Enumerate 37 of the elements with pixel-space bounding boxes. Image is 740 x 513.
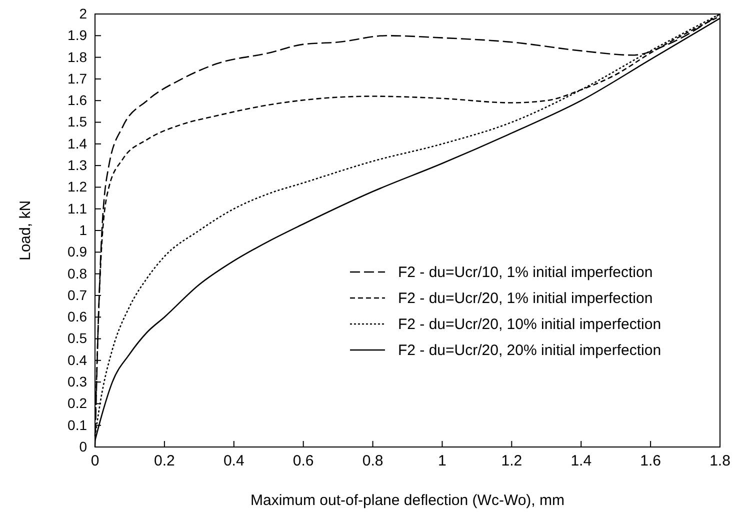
legend-label: F2 - du=Ucr/20, 20% initial imperfection — [398, 342, 662, 359]
y-tick-label: 1 — [79, 222, 88, 238]
x-tick-label: 0.6 — [292, 452, 314, 470]
y-tick-label: 0.3 — [68, 374, 88, 390]
x-tick-label: 0 — [90, 452, 100, 470]
legend-label: F2 - du=Ucr/10, 1% initial imperfection — [398, 264, 653, 281]
y-tick-label: 0.8 — [68, 265, 88, 282]
y-tick-label: 1.3 — [68, 157, 88, 174]
y-tick-label: 1.2 — [68, 178, 88, 195]
y-tick-label: 0.7 — [68, 286, 88, 303]
y-axis-title: Load, kN — [17, 200, 34, 261]
x-tick-label: 1.2 — [501, 452, 522, 470]
x-tick-label: 1.6 — [640, 452, 661, 470]
y-tick-label: 0.2 — [68, 395, 88, 412]
legend-label: F2 - du=Ucr/20, 10% initial imperfection — [398, 316, 662, 333]
y-tick-label: 0.6 — [68, 308, 88, 325]
y-tick-label: 2 — [79, 5, 88, 22]
y-tick-label: 0.9 — [68, 244, 88, 260]
x-tick-label: 0.2 — [154, 452, 175, 470]
x-axis-title: Maximum out-of-plane deflection (Wc-Wo), mm — [250, 492, 564, 509]
y-tick-label: 1.6 — [68, 92, 88, 108]
x-tick-label: 1.8 — [710, 452, 730, 470]
y-tick-label: 0 — [79, 438, 88, 454]
x-tick-label: 0.4 — [223, 452, 244, 470]
x-tick-label: 1 — [438, 452, 446, 470]
y-tick-label: 0.4 — [68, 352, 88, 368]
y-tick-label: 0.5 — [68, 330, 88, 346]
y-tick-label: 0.1 — [68, 416, 88, 433]
y-tick-label: 1.5 — [68, 114, 88, 130]
x-tick-label: 0.8 — [362, 452, 384, 470]
y-tick-label: 1.8 — [68, 48, 88, 65]
x-tick-label: 1.4 — [570, 452, 592, 470]
y-tick-label: 1.1 — [68, 200, 88, 216]
y-tick-label: 1.7 — [68, 70, 88, 86]
y-tick-label: 1.4 — [68, 135, 88, 152]
y-tick-label: 1.9 — [68, 27, 88, 44]
legend-label: F2 - du=Ucr/20, 1% initial imperfection — [398, 290, 653, 307]
